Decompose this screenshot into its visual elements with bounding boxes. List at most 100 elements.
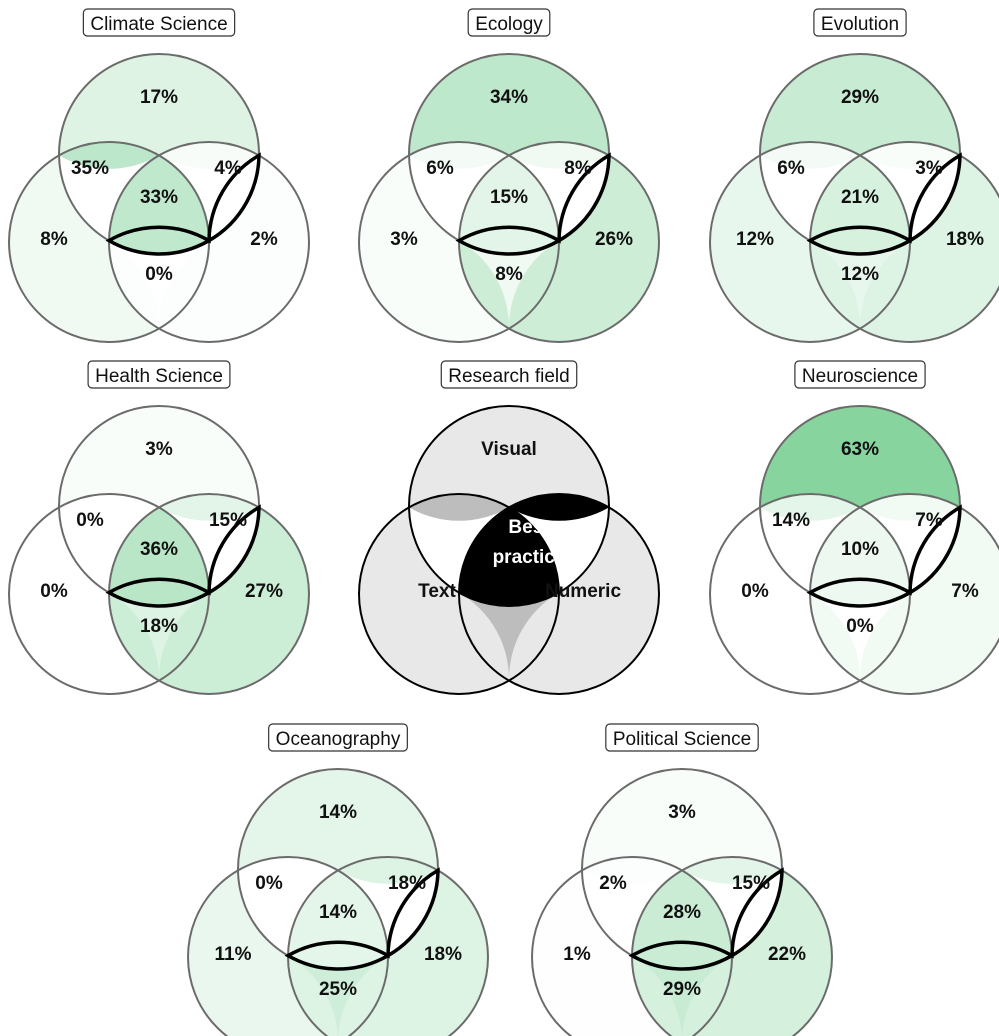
label-visual-numeric: 4%	[214, 158, 242, 179]
label-text-numeric: 8%	[495, 264, 523, 285]
label-visual: 3%	[145, 439, 173, 460]
venn-oceanography: 14% 11% 18% 0% 18% 25% 14% Oceanography	[187, 723, 489, 1036]
key-label-best-line2: practice	[493, 547, 566, 568]
panel-title: Evolution	[821, 14, 899, 35]
label-text: 0%	[741, 581, 769, 602]
key-title: Research field	[448, 366, 569, 387]
panel-title-box	[87, 360, 231, 389]
key-numeric-circle	[458, 493, 660, 695]
region-visual-text	[582, 856, 732, 956]
label-visual-numeric: 7%	[915, 510, 943, 531]
region-visual	[58, 53, 260, 255]
region-visual-numeric	[459, 141, 609, 241]
key-label-best-line1: Best	[508, 517, 550, 538]
label-numeric: 7%	[951, 581, 979, 602]
region-text-numeric	[810, 240, 910, 329]
venn-climate-science: 17% 8% 2% 35% 4% 0% 33% Climate Science	[8, 8, 310, 343]
label-visual-text: 6%	[426, 158, 454, 179]
label-visual: 17%	[140, 87, 178, 108]
label-numeric: 2%	[250, 229, 278, 250]
panel-title-box	[82, 8, 236, 37]
label-visual-numeric: 8%	[564, 158, 592, 179]
label-numeric: 26%	[595, 229, 633, 250]
panel-title: Health Science	[95, 366, 223, 387]
region-visual-numeric	[109, 493, 259, 593]
label-visual: 63%	[841, 439, 879, 460]
panel-title-box	[813, 8, 907, 37]
region-visual	[409, 53, 609, 255]
region-text-numeric	[632, 955, 732, 1036]
region-visual	[58, 405, 260, 607]
panel-title-box	[467, 8, 551, 37]
region-text-numeric	[810, 592, 910, 681]
label-visual: 3%	[668, 802, 696, 823]
region-visual-numeric	[810, 493, 960, 593]
label-all: 33%	[140, 187, 178, 208]
label-visual-numeric: 3%	[915, 158, 943, 179]
region-visual	[760, 405, 961, 607]
venn-health-science: 3% 0% 27% 0% 15% 18% 36% Health Science	[8, 360, 310, 695]
panel-title-box	[605, 723, 759, 752]
label-all: 15%	[490, 187, 528, 208]
label-text: 3%	[390, 229, 418, 250]
region-visual-numeric	[810, 141, 960, 241]
panel-title: Ecology	[475, 14, 543, 35]
label-visual-text: 14%	[772, 510, 810, 531]
label-numeric: 18%	[424, 944, 462, 965]
label-visual: 34%	[490, 87, 528, 108]
label-numeric: 22%	[768, 944, 806, 965]
panel-title: Climate Science	[90, 14, 227, 35]
label-visual-numeric: 15%	[209, 510, 247, 531]
panel-title: Neuroscience	[802, 366, 918, 387]
venn-evolution: 29% 12% 18% 6% 3% 12% 21% Evolution	[709, 8, 999, 343]
key-region-text-numeric	[459, 592, 559, 681]
region-visual-text	[760, 141, 910, 241]
label-text: 12%	[736, 229, 774, 250]
label-visual-text: 35%	[71, 158, 109, 179]
label-all: 36%	[140, 539, 178, 560]
venn-neuroscience: 63% 0% 7% 14% 7% 0% 10% Neuroscience	[709, 360, 999, 695]
panel-title-box	[794, 360, 926, 389]
label-text-numeric: 25%	[319, 979, 357, 1000]
best-practice-outline	[105, 152, 261, 256]
label-text-numeric: 0%	[145, 264, 173, 285]
label-text: 1%	[563, 944, 591, 965]
label-visual-text: 0%	[76, 510, 104, 531]
region-visual-text	[238, 856, 388, 956]
label-all: 21%	[841, 187, 879, 208]
label-text: 0%	[40, 581, 68, 602]
label-visual-numeric: 18%	[388, 873, 426, 894]
label-text: 8%	[40, 229, 68, 250]
best-practice-outline	[806, 504, 962, 608]
label-text-numeric: 12%	[841, 264, 879, 285]
region-visual-text	[59, 493, 209, 593]
panel-title: Oceanography	[276, 729, 401, 750]
label-text: 11%	[215, 944, 252, 965]
panel-title-box	[268, 723, 408, 752]
region-visual-text	[409, 141, 559, 241]
label-text-numeric: 29%	[663, 979, 701, 1000]
panel-title-box	[440, 360, 578, 389]
label-all: 10%	[841, 539, 879, 560]
label-visual: 14%	[319, 802, 357, 823]
venn-political-science: 3% 1% 22% 2% 15% 29% 28% Political Science	[531, 723, 833, 1036]
region-visual	[238, 768, 438, 970]
key-text-circle	[358, 493, 560, 695]
region-visual-text	[760, 493, 910, 593]
region-visual-text	[59, 141, 209, 241]
key-label-numeric: Numeric	[545, 581, 621, 602]
best-practice-outline	[806, 152, 962, 256]
region-text-numeric	[109, 592, 209, 681]
key-label-visual: Visual	[481, 439, 537, 460]
key-region-visual-text	[409, 493, 559, 593]
region-text-numeric	[459, 240, 559, 329]
label-visual-text: 0%	[255, 873, 283, 894]
key-label-text: Text	[418, 581, 456, 602]
venn-panels: 17% 8% 2% 35% 4% 0% 33% Climate Science 34% 3% 26%…	[8, 8, 999, 1036]
label-text-numeric: 18%	[140, 616, 178, 637]
best-practice-outline	[284, 867, 440, 971]
best-practice-outline	[105, 504, 261, 608]
label-numeric: 27%	[245, 581, 283, 602]
region-visual-numeric	[288, 856, 438, 956]
